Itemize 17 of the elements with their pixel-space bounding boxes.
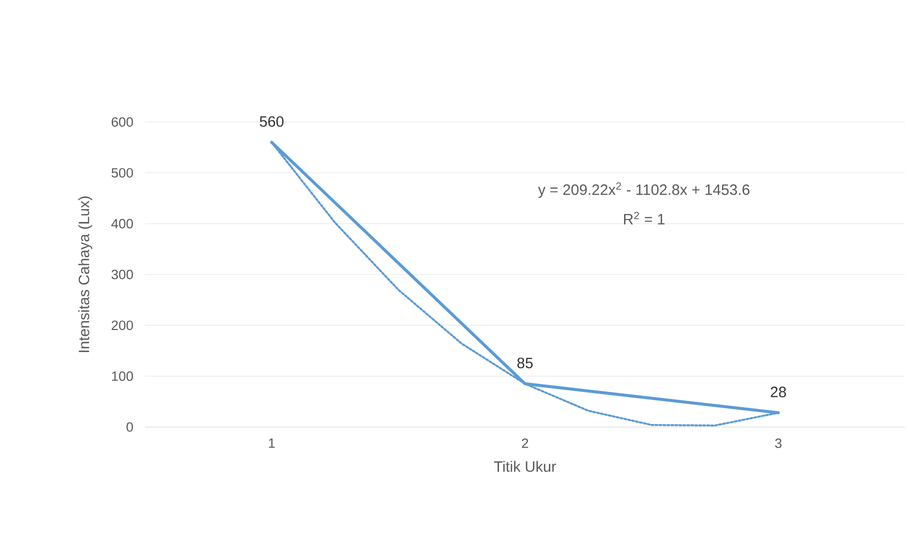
y-tick-label: 300 xyxy=(112,270,133,280)
y-tick-label: 100 xyxy=(112,371,133,381)
x-axis-title: Titik Ukur xyxy=(494,460,556,472)
data-label: 85 xyxy=(517,358,533,368)
annotation: R$^{2}$ = 1 xyxy=(624,212,665,224)
annotation: y = 209.22x$^{2}$ - 1102.8x + 1453.6 xyxy=(538,182,750,198)
x-tick-label: 1 xyxy=(268,438,275,448)
y-tick-label: 0 xyxy=(126,422,133,432)
y-tick-label: 400 xyxy=(111,218,133,228)
y-tick-label: 600 xyxy=(112,117,133,127)
y-axis-title: Intensitas Cahaya (Lux) xyxy=(78,196,92,352)
data-label: 560 xyxy=(260,116,284,127)
x-tick-label: 2 xyxy=(522,438,528,448)
y-tick-label: 500 xyxy=(112,168,133,178)
y-tick-label: 200 xyxy=(112,320,133,330)
data-label: 28 xyxy=(770,386,786,398)
x-tick-label: 3 xyxy=(775,438,782,448)
